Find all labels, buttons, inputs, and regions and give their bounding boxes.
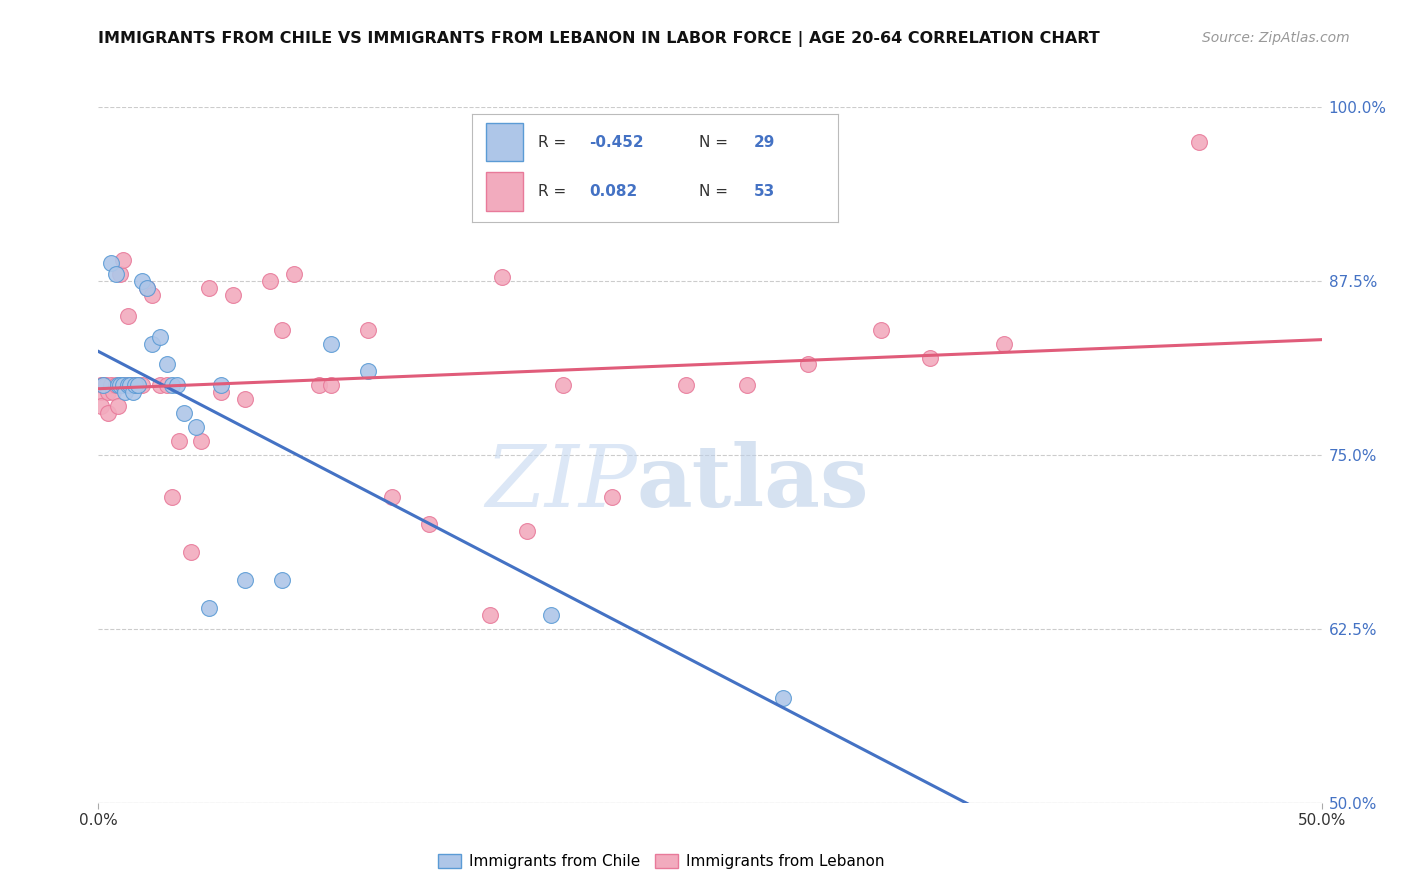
- Point: [149, 329, 172, 343]
- Point: [270, 323, 294, 337]
- Point: [356, 323, 378, 337]
- Point: [173, 406, 195, 420]
- Point: [1188, 135, 1211, 149]
- Point: [222, 288, 245, 302]
- Point: [91, 378, 114, 392]
- Point: [356, 364, 378, 378]
- Point: [675, 378, 697, 392]
- Point: [94, 378, 117, 392]
- Text: IMMIGRANTS FROM CHILE VS IMMIGRANTS FROM LEBANON IN LABOR FORCE | AGE 20-64 CORR: IMMIGRANTS FROM CHILE VS IMMIGRANTS FROM…: [98, 31, 1099, 47]
- Point: [100, 256, 122, 270]
- Point: [127, 378, 149, 392]
- Point: [772, 691, 794, 706]
- Point: [149, 378, 172, 392]
- Point: [136, 281, 159, 295]
- Point: [209, 385, 232, 400]
- Point: [381, 490, 404, 504]
- Point: [107, 378, 129, 392]
- Point: [117, 309, 139, 323]
- Point: [104, 267, 127, 281]
- Legend: Immigrants from Chile, Immigrants from Lebanon: Immigrants from Chile, Immigrants from L…: [432, 848, 890, 875]
- Point: [283, 267, 305, 281]
- Point: [114, 385, 136, 400]
- Point: [491, 269, 513, 284]
- Point: [993, 336, 1015, 351]
- Point: [233, 573, 256, 587]
- Point: [515, 524, 537, 539]
- Point: [127, 378, 149, 392]
- Point: [319, 378, 342, 392]
- Text: Source: ZipAtlas.com: Source: ZipAtlas.com: [1202, 31, 1350, 45]
- Point: [553, 378, 575, 392]
- Point: [156, 378, 179, 392]
- Point: [166, 378, 188, 392]
- Point: [160, 378, 183, 392]
- Point: [259, 274, 281, 288]
- Point: [478, 607, 501, 622]
- Point: [111, 253, 134, 268]
- Point: [141, 336, 163, 351]
- Point: [131, 274, 153, 288]
- Point: [110, 378, 132, 392]
- Point: [319, 336, 342, 351]
- Text: ZIP: ZIP: [485, 442, 637, 524]
- Point: [91, 378, 114, 392]
- Point: [136, 281, 159, 295]
- Point: [270, 573, 294, 587]
- Point: [190, 434, 212, 448]
- Point: [104, 378, 127, 392]
- Point: [120, 378, 142, 392]
- Point: [870, 323, 893, 337]
- Point: [233, 392, 256, 407]
- Point: [160, 490, 183, 504]
- Point: [167, 434, 190, 448]
- Point: [209, 378, 232, 392]
- Point: [121, 378, 143, 392]
- Point: [114, 378, 136, 392]
- Point: [600, 490, 623, 504]
- Point: [124, 378, 146, 392]
- Point: [920, 351, 942, 365]
- Point: [90, 399, 112, 413]
- Point: [111, 378, 134, 392]
- Point: [110, 267, 132, 281]
- Text: atlas: atlas: [637, 441, 869, 524]
- Point: [197, 601, 219, 615]
- Point: [308, 378, 330, 392]
- Point: [141, 288, 163, 302]
- Point: [418, 517, 440, 532]
- Point: [90, 378, 112, 392]
- Point: [107, 399, 129, 413]
- Point: [97, 406, 120, 420]
- Point: [735, 378, 758, 392]
- Point: [91, 378, 114, 392]
- Point: [797, 358, 820, 372]
- Point: [90, 385, 112, 400]
- Point: [540, 607, 562, 622]
- Point: [101, 385, 124, 400]
- Point: [131, 378, 153, 392]
- Point: [180, 545, 202, 559]
- Point: [124, 378, 146, 392]
- Point: [97, 385, 120, 400]
- Point: [186, 420, 208, 434]
- Point: [121, 385, 143, 400]
- Point: [156, 358, 179, 372]
- Point: [117, 378, 139, 392]
- Point: [100, 378, 122, 392]
- Point: [120, 378, 142, 392]
- Point: [197, 281, 219, 295]
